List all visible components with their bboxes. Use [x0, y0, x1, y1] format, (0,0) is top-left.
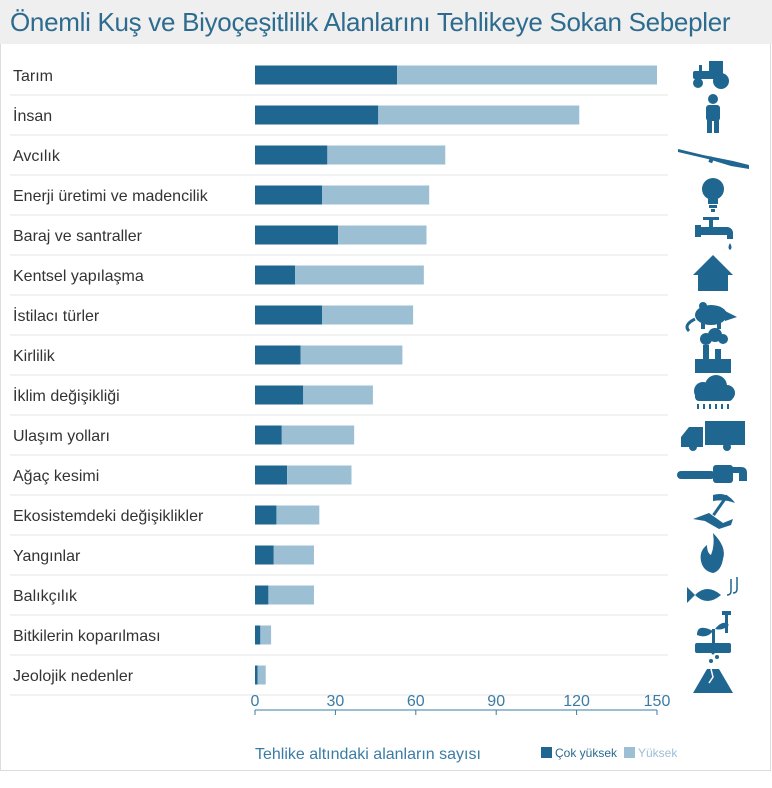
x-axis-title: Tehlike altındaki alanların sayısı: [255, 746, 481, 763]
chart-frame: [0, 44, 771, 771]
bar-very-high: [255, 385, 304, 405]
bar-high: [281, 425, 355, 445]
bar-very-high: [255, 505, 277, 525]
bar-very-high: [255, 145, 328, 165]
bar-very-high: [255, 225, 339, 245]
icon-column: [677, 61, 749, 694]
bar-very-high: [255, 425, 282, 445]
rain-cloud-icon: [694, 375, 735, 409]
category-label: Avcılık: [13, 148, 61, 165]
rat-icon: [687, 302, 737, 331]
x-tick-label: 30: [327, 693, 345, 710]
person-icon: [706, 94, 720, 133]
bar-very-high: [255, 185, 322, 205]
legend-swatch-very-high: [541, 747, 552, 758]
bar-high: [295, 265, 424, 285]
bar-high: [287, 465, 352, 485]
x-tick-label: 150: [644, 693, 671, 710]
legend-swatch-high: [624, 747, 635, 758]
category-label: Jeolojik nedenler: [13, 668, 134, 685]
chainsaw-icon: [677, 465, 747, 483]
bar-high: [260, 625, 272, 645]
category-label: Bitkilerin koparılması: [13, 628, 161, 645]
bar-very-high: [255, 265, 296, 285]
lightbulb-icon: [702, 178, 724, 212]
x-tick-label: 60: [407, 693, 425, 710]
category-label: Enerji üretimi ve madencilik: [13, 188, 209, 205]
bar-high: [300, 345, 403, 365]
x-tick-label: 90: [487, 693, 505, 710]
chart-title: Önemli Kuş ve Biyoçeşitlilik Alanlarını …: [10, 7, 731, 37]
bar-high: [257, 665, 266, 685]
bar-high: [322, 305, 414, 325]
title-bar: Önemli Kuş ve Biyoçeşitlilik Alanlarını …: [0, 0, 772, 44]
house-icon: [693, 255, 733, 291]
legend-label-high: Yüksek: [638, 746, 678, 760]
bar-high: [338, 225, 427, 245]
bar-high: [322, 185, 430, 205]
tractor-icon: [693, 61, 729, 89]
factory-icon: [695, 328, 731, 373]
volcano-icon: [692, 650, 734, 694]
bar-high: [268, 585, 314, 605]
category-label: Ekosistemdeki değişiklikler: [13, 508, 204, 525]
bar-very-high: [255, 625, 261, 645]
legend-label-very-high: Çok yüksek: [555, 746, 618, 760]
category-label: Baraj ve santraller: [13, 228, 143, 245]
bar-very-high: [255, 305, 322, 325]
bar-very-high: [255, 65, 398, 85]
category-label: Ulaşım yolları: [13, 428, 110, 445]
category-label: Ağaç kesimi: [13, 468, 99, 485]
category-label: İklim değişikliği: [13, 386, 120, 405]
bar-high: [397, 65, 657, 85]
legend: Çok yüksek Yüksek: [541, 746, 678, 760]
category-label: Kentsel yapılaşma: [13, 268, 144, 285]
category-label: Kirlilik: [13, 348, 56, 365]
fish-icon: [687, 577, 737, 603]
truck-icon: [681, 421, 745, 451]
bar-high: [327, 145, 446, 165]
category-label: İstilacı türler: [13, 306, 100, 325]
bar-very-high: [255, 545, 274, 565]
bar-very-high: [255, 105, 379, 125]
plant-icon: [695, 611, 731, 653]
bars-layer: Tarım İnsan Avcılık Enerji üretimi ve maden…: [10, 65, 668, 696]
bar-very-high: [255, 585, 269, 605]
bar-very-high: [255, 465, 288, 485]
bar-very-high: [255, 665, 258, 685]
category-label: Yangınlar: [13, 548, 81, 565]
bar-high: [276, 505, 320, 525]
pickaxe-icon: [693, 494, 735, 529]
x-axis: 0 30 60 90 120 150: [251, 693, 671, 715]
bar-high: [303, 385, 373, 405]
bar-high: [378, 105, 580, 125]
faucet-icon: [695, 217, 733, 250]
bar-high: [273, 545, 314, 565]
category-label: İnsan: [13, 106, 52, 125]
x-tick-label: 0: [251, 693, 260, 710]
category-label: Balıkçılık: [13, 588, 78, 605]
category-label: Tarım: [13, 68, 53, 85]
bar-very-high: [255, 345, 301, 365]
rifle-icon: [678, 149, 749, 169]
fire-icon: [700, 533, 724, 573]
x-tick-label: 120: [563, 693, 590, 710]
